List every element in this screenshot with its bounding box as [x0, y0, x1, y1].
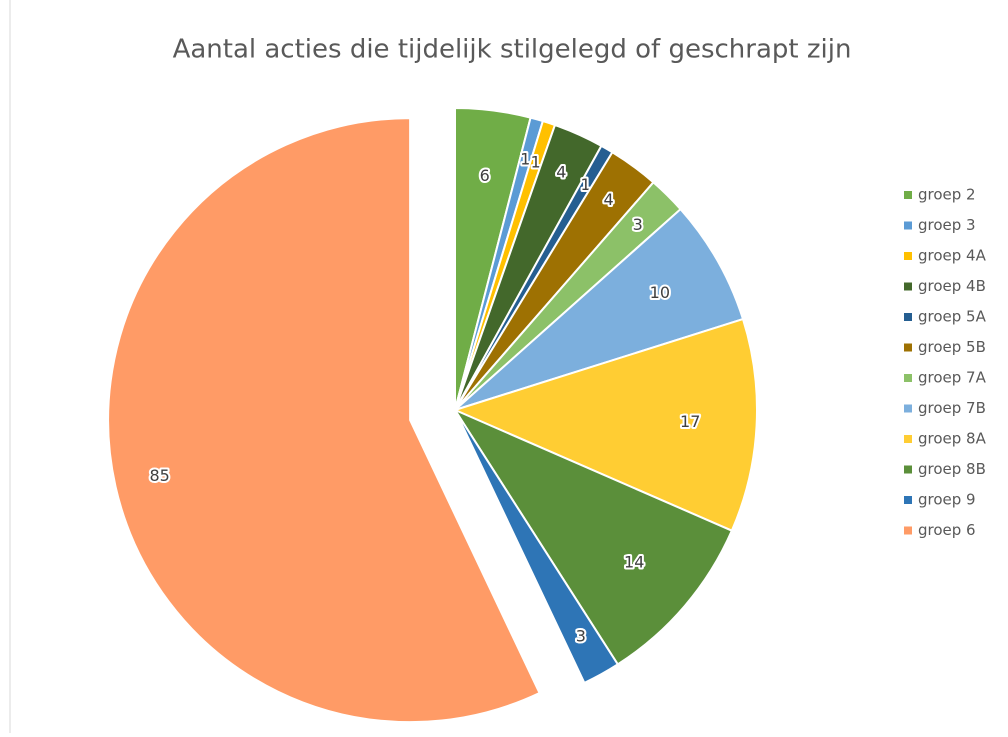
pie-slice: [452, 317, 758, 533]
legend-label: groep 4A: [918, 247, 987, 265]
data-label: 17: [680, 412, 700, 431]
pie-slice: [454, 207, 745, 411]
legend-swatch: [904, 282, 912, 291]
legend-swatch: [904, 343, 912, 352]
legend-label: groep 5B: [918, 338, 986, 356]
legend-swatch: [904, 465, 912, 474]
legend-swatch: [904, 404, 912, 413]
data-label: 3: [576, 627, 586, 646]
legend-swatch: [904, 221, 912, 230]
legend-swatch: [904, 191, 912, 199]
data-label: 3: [633, 215, 643, 234]
pie-slice: [107, 117, 541, 724]
chart-title: Aantal acties die tijdelijk stilgelegd o…: [173, 35, 852, 65]
legend-label: groep 3: [918, 216, 976, 234]
legend-swatch: [904, 526, 912, 535]
legend-label: groep 2: [918, 186, 976, 204]
legend-swatch: [904, 374, 912, 382]
legend-label: groep 9: [918, 491, 976, 509]
data-label: 14: [624, 552, 644, 571]
legend-label: groep 8B: [918, 460, 986, 478]
legend-label: groep 4B: [918, 277, 986, 295]
data-label: 6: [480, 166, 490, 185]
legend-swatch: [904, 435, 912, 443]
pie-slice: [452, 407, 734, 666]
data-label: 4: [556, 163, 566, 182]
legend-label: groep 8A: [918, 430, 987, 448]
legend-label: groep 6: [918, 521, 976, 539]
legend-swatch: [904, 313, 912, 321]
legend-swatch: [904, 496, 912, 504]
data-label: 10: [650, 283, 670, 302]
legend-label: groep 5A: [918, 308, 987, 326]
legend-swatch: [904, 252, 912, 260]
legend-label: groep 7B: [918, 399, 986, 417]
legend-label: groep 7A: [918, 369, 987, 387]
pie-slice: [454, 409, 620, 685]
data-label: 85: [150, 466, 170, 485]
data-label: 4: [603, 190, 613, 209]
